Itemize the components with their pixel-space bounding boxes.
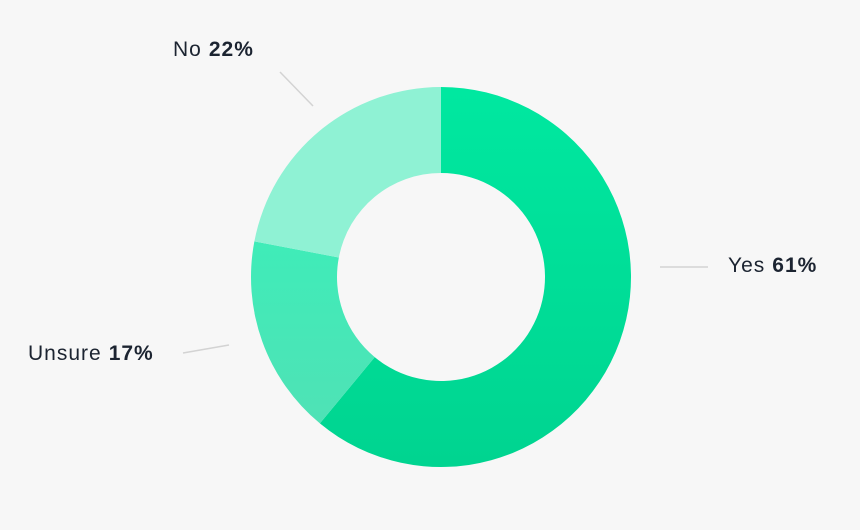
slice-label-no: No 22% [173, 38, 254, 62]
slice-label-yes-name: Yes [728, 254, 766, 277]
slice-unsure [250, 241, 375, 424]
slice-label-unsure-value: 17% [108, 342, 154, 365]
leader-line-no [279, 71, 314, 107]
slice-label-no-name: No [173, 38, 202, 61]
slice-yes [319, 87, 632, 468]
leader-lines [182, 71, 708, 354]
slice-label-unsure: Unsure 17% [28, 342, 154, 366]
donut-slices [250, 87, 632, 468]
slice-no [254, 87, 441, 258]
slice-label-yes: Yes 61% [728, 254, 817, 278]
slice-label-yes-value: 61% [772, 254, 818, 277]
slice-label-no-value: 22% [208, 38, 254, 61]
slice-label-unsure-name: Unsure [28, 342, 102, 365]
leader-line-unsure [182, 344, 230, 354]
